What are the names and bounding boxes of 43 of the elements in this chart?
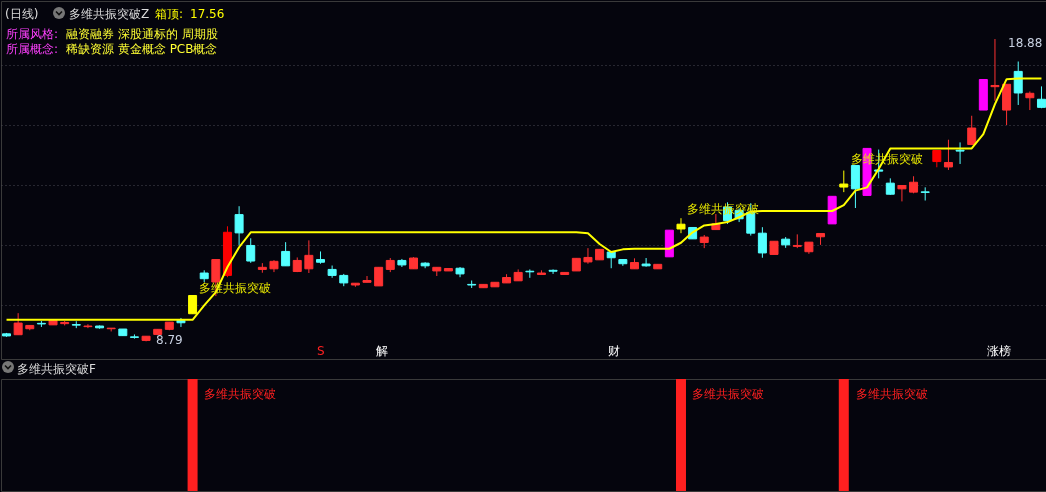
annotation: 解 bbox=[376, 344, 388, 358]
annotation: 所属风格: bbox=[6, 27, 59, 41]
candlestick bbox=[920, 186, 930, 202]
candlestick bbox=[583, 247, 593, 265]
annotation: 所属概念: bbox=[6, 42, 59, 56]
annotation: 财 bbox=[608, 344, 620, 358]
annotation: 17.56 bbox=[190, 7, 225, 21]
candlestick bbox=[757, 226, 767, 259]
candlestick bbox=[1025, 90, 1035, 111]
text: (日线) bbox=[5, 7, 39, 21]
candlestick bbox=[850, 164, 860, 209]
candlestick bbox=[711, 213, 721, 231]
candlestick bbox=[990, 38, 1000, 102]
text: 箱顶: bbox=[155, 7, 184, 21]
candlestick bbox=[234, 205, 244, 246]
annotation: 8.79 bbox=[156, 333, 183, 347]
candlestick bbox=[955, 141, 965, 165]
candlestick bbox=[304, 239, 314, 274]
text: 多维共振突破Z bbox=[69, 7, 150, 21]
annotation: S bbox=[317, 344, 325, 358]
annotation: 多维共振突破 bbox=[856, 387, 928, 401]
candlestick bbox=[362, 275, 372, 283]
candlestick bbox=[374, 266, 384, 287]
candlestick bbox=[897, 185, 907, 202]
annotation: 多维共振突破 bbox=[692, 387, 764, 401]
candlestick bbox=[13, 312, 23, 336]
candlestick bbox=[641, 257, 651, 268]
candlestick bbox=[1013, 61, 1023, 106]
annotation: 涨榜 bbox=[987, 344, 1011, 358]
annotation: 多维共振突破 bbox=[204, 387, 276, 401]
candlestick bbox=[281, 241, 291, 267]
annotation: 18.88 bbox=[1008, 36, 1043, 50]
candlestick bbox=[188, 294, 198, 315]
candlestick bbox=[548, 268, 558, 275]
candlestick bbox=[839, 170, 849, 193]
annotation: 融资融券 深股通标的 周期股 bbox=[66, 27, 218, 41]
candlestick bbox=[943, 139, 953, 171]
candlestick bbox=[967, 115, 977, 145]
candlestick bbox=[676, 217, 686, 234]
candlestick bbox=[83, 323, 93, 329]
chart-title: 多维共振突破F bbox=[17, 362, 96, 376]
candlestick bbox=[246, 237, 256, 264]
annotation: 稀缺资源 黄金概念 PCB概念 bbox=[66, 42, 218, 56]
